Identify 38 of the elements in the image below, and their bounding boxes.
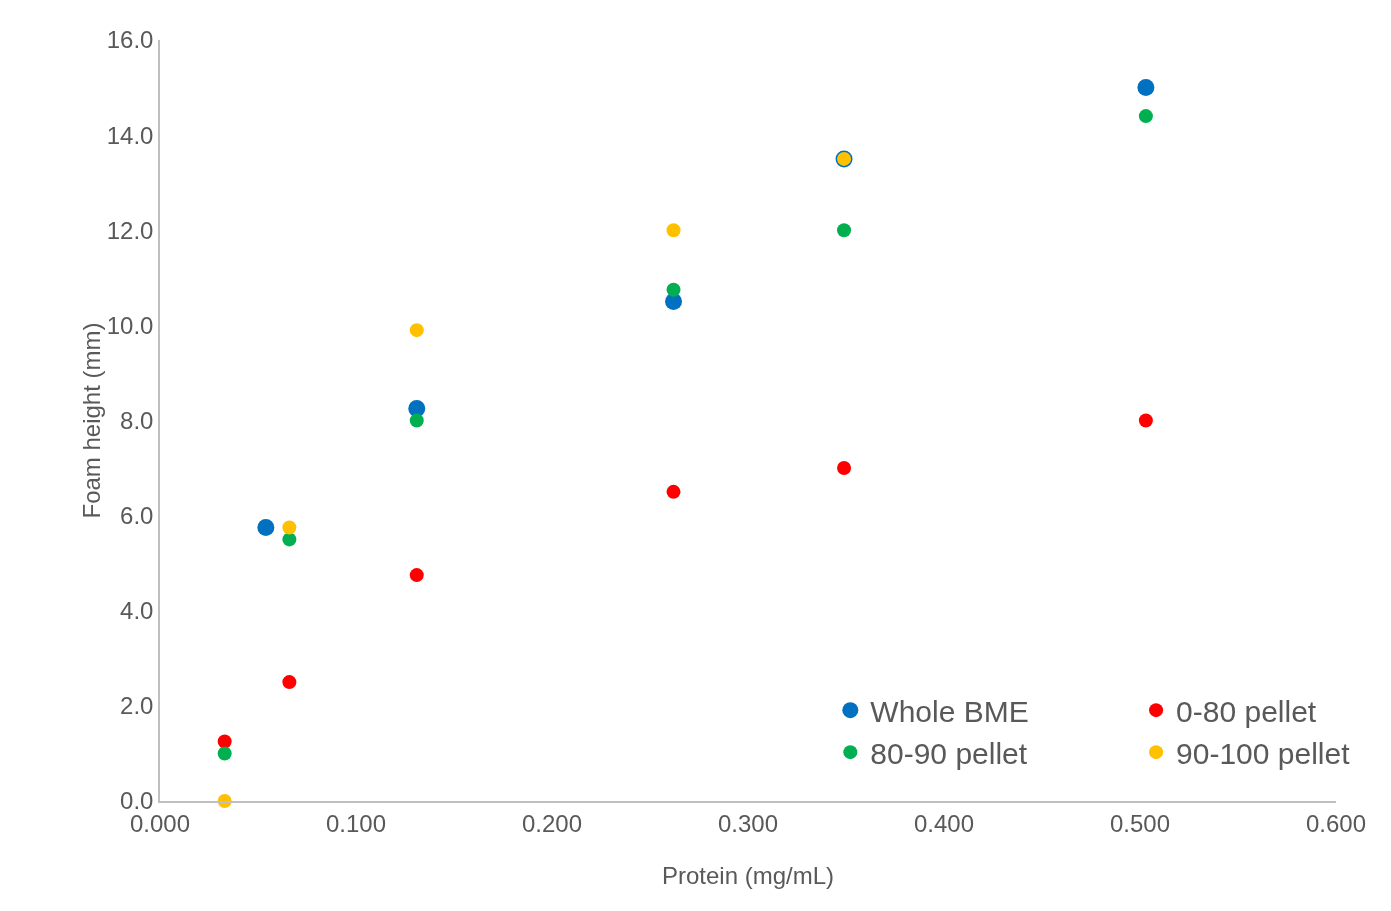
- y-tick-label: 8.0: [120, 406, 154, 434]
- y-tick-label: 16.0: [106, 26, 154, 54]
- point: [666, 484, 681, 499]
- point: [282, 675, 297, 690]
- legend-label: Whole BME: [870, 694, 1029, 728]
- point: [217, 734, 232, 749]
- point: [409, 323, 424, 338]
- x-tick-label: 0.400: [913, 809, 975, 837]
- y-tick-label: 14.0: [106, 121, 154, 149]
- x-tick-label: 0.600: [1305, 809, 1367, 837]
- x-tick-label: 0.500: [1109, 809, 1171, 837]
- point: [665, 293, 683, 311]
- y-tick-label: 2.0: [120, 692, 154, 720]
- point: [837, 223, 852, 238]
- x-tick-label: 0.300: [717, 809, 779, 837]
- point: [282, 532, 297, 547]
- legend-label: 0-80 pellet: [1176, 694, 1317, 728]
- y-tick-label: 10.0: [106, 311, 154, 339]
- x-tick-label: 0.100: [325, 809, 387, 837]
- legend-label: 80-90 pellet: [870, 736, 1028, 770]
- y-axis-title: Foam height (mm): [77, 322, 105, 519]
- y-tick-label: 12.0: [106, 216, 154, 244]
- point: [282, 520, 297, 535]
- x-axis-title: Protein (mg/mL): [661, 861, 835, 889]
- point: [257, 519, 275, 537]
- x-tick-label: 0.200: [521, 809, 583, 837]
- legend-label: 90-100 pellet: [1176, 736, 1351, 770]
- point: [217, 746, 232, 761]
- point: [666, 223, 681, 238]
- y-tick-label: 6.0: [120, 502, 154, 530]
- y-tick-label: 4.0: [120, 597, 154, 625]
- point: [837, 461, 852, 476]
- point: [1138, 109, 1153, 124]
- point: [1137, 79, 1155, 97]
- point: [409, 568, 424, 583]
- point: [409, 413, 424, 428]
- point: [666, 282, 681, 297]
- point: [1138, 413, 1153, 428]
